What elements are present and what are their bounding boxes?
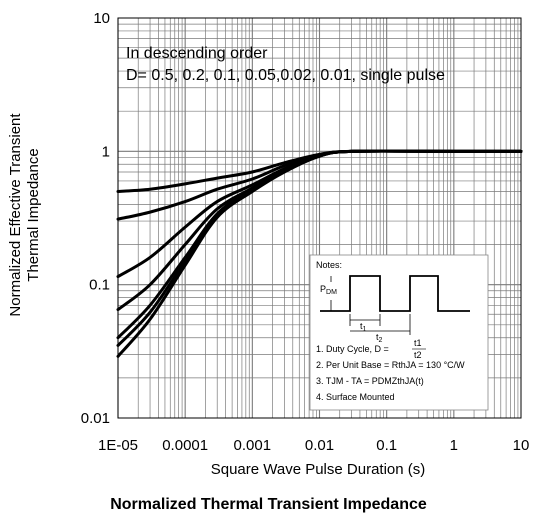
- notes-heading: Notes:: [316, 260, 342, 270]
- note-3: 3. TJM - TA = PDMZthJA(t): [316, 376, 424, 386]
- x-tick-label: 1: [450, 437, 458, 454]
- y-tick-label: 0.1: [89, 277, 110, 294]
- annotation-line-2: D= 0.5, 0.2, 0.1, 0.05,0.02, 0.01, singl…: [126, 67, 445, 84]
- note-4: 4. Surface Mounted: [316, 392, 395, 402]
- tick-labels: 1E-05 0.0001 0.001 0.01 0.1 1 10 10 1 0.1 0.01: [81, 10, 530, 454]
- pdm-label: PDM: [320, 284, 337, 296]
- pulse-waveform: [320, 275, 470, 312]
- x-tick-label: 10: [513, 437, 530, 454]
- note-1-numerator: t1: [414, 338, 422, 348]
- x-tick-label: 0.1: [376, 437, 397, 454]
- y-axis-title-line-1: Normalized Effective Transient: [7, 113, 24, 317]
- chart-title: Normalized Thermal Transient Impedance: [110, 496, 427, 513]
- note-1: 1. Duty Cycle, D =: [316, 344, 389, 354]
- note-1-denominator: t2: [414, 350, 422, 360]
- x-tick-label: 0.01: [305, 437, 334, 454]
- x-tick-label: 0.0001: [162, 437, 208, 454]
- t1-label: t1: [360, 321, 367, 333]
- y-tick-label: 1: [102, 143, 110, 160]
- y-axis-title-line-2: Thermal Impedance: [25, 148, 42, 281]
- notes-inset: Notes: PDM t1 t2 1. Duty Cycle, D = t1 t…: [309, 254, 489, 411]
- x-axis-title: Square Wave Pulse Duration (s): [211, 461, 426, 478]
- x-tick-label: 1E-05: [98, 437, 138, 454]
- y-tick-label: 10: [93, 10, 110, 27]
- x-tick-label: 0.001: [234, 437, 272, 454]
- series-layer: [116, 149, 523, 358]
- series-line-7: [116, 149, 523, 358]
- note-2: 2. Per Unit Base = RthJA = 130 °C/W: [316, 360, 465, 370]
- annotation-line-1: In descending order: [126, 45, 268, 62]
- t2-label: t2: [376, 332, 383, 344]
- y-tick-label: 0.01: [81, 410, 110, 427]
- notes-box: [309, 254, 489, 411]
